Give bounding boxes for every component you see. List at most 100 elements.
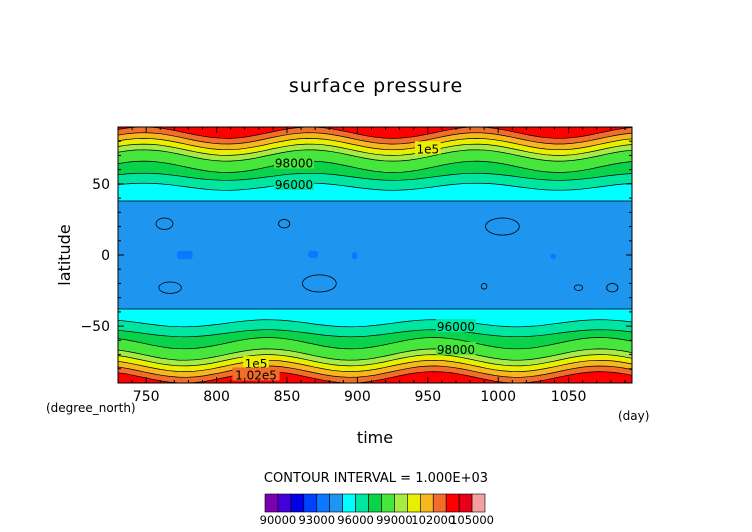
heatmap-fill — [118, 127, 632, 383]
contour-line-6 — [118, 329, 632, 338]
y-axis-unit: (degree_north) — [46, 401, 136, 415]
colorbar-label-4: 102000 — [411, 513, 455, 527]
contour-line-2 — [118, 359, 632, 372]
colorbar-cell-10 — [394, 493, 408, 513]
band-15 — [118, 138, 632, 156]
colorbar-cell-4 — [316, 493, 331, 513]
contour-line-14 — [118, 143, 632, 156]
contour-label-bg-3 — [435, 319, 476, 333]
colorbar-cell-9 — [381, 493, 395, 513]
band-16 — [118, 132, 632, 150]
colorbar-cell-13 — [432, 493, 447, 513]
x-tick-label-6: 1050 — [551, 389, 587, 405]
band-8 — [118, 309, 632, 327]
contour-label-1: 98000 — [275, 157, 313, 171]
colorbar-cell-7 — [355, 493, 369, 513]
contour-label-bg-5 — [243, 356, 269, 370]
y-tick-label-2: 50 — [92, 177, 110, 193]
contour-line-0 — [118, 371, 632, 383]
colorbar-cell-8 — [368, 493, 382, 513]
band-17 — [118, 127, 632, 145]
low-pressure-patch-1 — [308, 250, 318, 258]
x-axis-unit: (day) — [618, 409, 649, 423]
contour-label-bg-0 — [415, 141, 441, 155]
band-12 — [118, 161, 632, 181]
colorbar-cell-12 — [419, 493, 434, 513]
colorbar — [264, 493, 486, 513]
vortex-contour-1 — [278, 219, 291, 229]
y-axis-label: latitude — [55, 224, 74, 285]
contour-line-4 — [118, 348, 632, 361]
x-axis-label: time — [357, 428, 393, 447]
x-tick-label-5: 1000 — [480, 389, 516, 405]
contour-lines — [118, 127, 632, 383]
low-pressure-patch-2 — [351, 252, 358, 260]
contour-line-1 — [118, 365, 632, 378]
colorbar-label-3: 99000 — [376, 513, 413, 527]
band-5 — [118, 337, 632, 361]
contour-line-13 — [118, 149, 632, 162]
band-13 — [118, 149, 632, 173]
contour-label-bg-6 — [232, 367, 280, 381]
x-tick-label-3: 900 — [344, 389, 371, 405]
low-pressure-patch-3 — [550, 253, 556, 260]
contour-label-4: 98000 — [437, 343, 475, 357]
contour-line-15 — [118, 138, 632, 151]
contour-line-10 — [118, 182, 632, 191]
vortex-contour-5 — [480, 283, 488, 290]
x-tick-label-2: 850 — [274, 389, 301, 405]
colorbar-label-0: 90000 — [260, 513, 297, 527]
y-tick-label-1: 0 — [101, 248, 110, 264]
contour-label-bg-4 — [435, 341, 476, 355]
x-tick-label-1: 800 — [203, 389, 230, 405]
chart-title: surface pressure — [289, 75, 463, 97]
contour-line-11 — [118, 172, 632, 181]
vortex-contour-4 — [302, 274, 337, 293]
colorbar-cell-11 — [407, 493, 421, 513]
contour-label-6: 1.02e5 — [235, 368, 277, 382]
band-4 — [118, 348, 632, 366]
band-14 — [118, 144, 632, 162]
band-10 — [118, 183, 632, 201]
band-6 — [118, 329, 632, 349]
colorbar-cell-0 — [264, 493, 279, 513]
contour-line-5 — [118, 337, 632, 350]
vortex-contour-3 — [158, 281, 182, 294]
band-7 — [118, 319, 632, 337]
colorbar-label-1: 93000 — [298, 513, 335, 527]
vortex-contour-2 — [485, 217, 520, 236]
contour-line-16 — [118, 132, 632, 145]
colorbar-cell-15 — [458, 493, 473, 513]
colorbar-cell-2 — [290, 493, 305, 513]
colorbar-label-2: 96000 — [337, 513, 374, 527]
contour-label-bg-2 — [274, 176, 315, 190]
contour-line-7 — [118, 319, 632, 328]
contour-line-12 — [118, 160, 632, 173]
x-tick-label-4: 950 — [414, 389, 441, 405]
colorbar-cell-3 — [303, 493, 318, 513]
x-axis: 750 800 850 900 950 1000 1050 — [131, 127, 626, 405]
y-axis: −50 0 50 — [80, 140, 632, 370]
contour-line-17 — [118, 127, 632, 139]
colorbar-cell-6 — [342, 493, 356, 513]
contour-label-3: 96000 — [437, 320, 475, 334]
x-tick-label-0: 750 — [133, 389, 160, 405]
contour-interval-note: CONTOUR INTERVAL = 1.000E+03 — [264, 471, 488, 486]
vortex-contour-7 — [606, 283, 619, 293]
band-9 — [118, 201, 632, 309]
contour-label-2: 96000 — [275, 178, 313, 192]
y-tick-label-0: −50 — [80, 319, 110, 335]
colorbar-cell-16 — [471, 493, 486, 513]
contour-label-bg-1 — [274, 155, 315, 169]
band-11 — [118, 173, 632, 191]
colorbar-cell-5 — [329, 493, 343, 513]
low-pressure-patch-0 — [177, 250, 193, 260]
band-18 — [118, 127, 632, 139]
contour-line-3 — [118, 354, 632, 367]
colorbar-cell-1 — [277, 493, 292, 513]
colorbar-cell-14 — [445, 493, 460, 513]
vortex-contour-0 — [155, 217, 174, 230]
